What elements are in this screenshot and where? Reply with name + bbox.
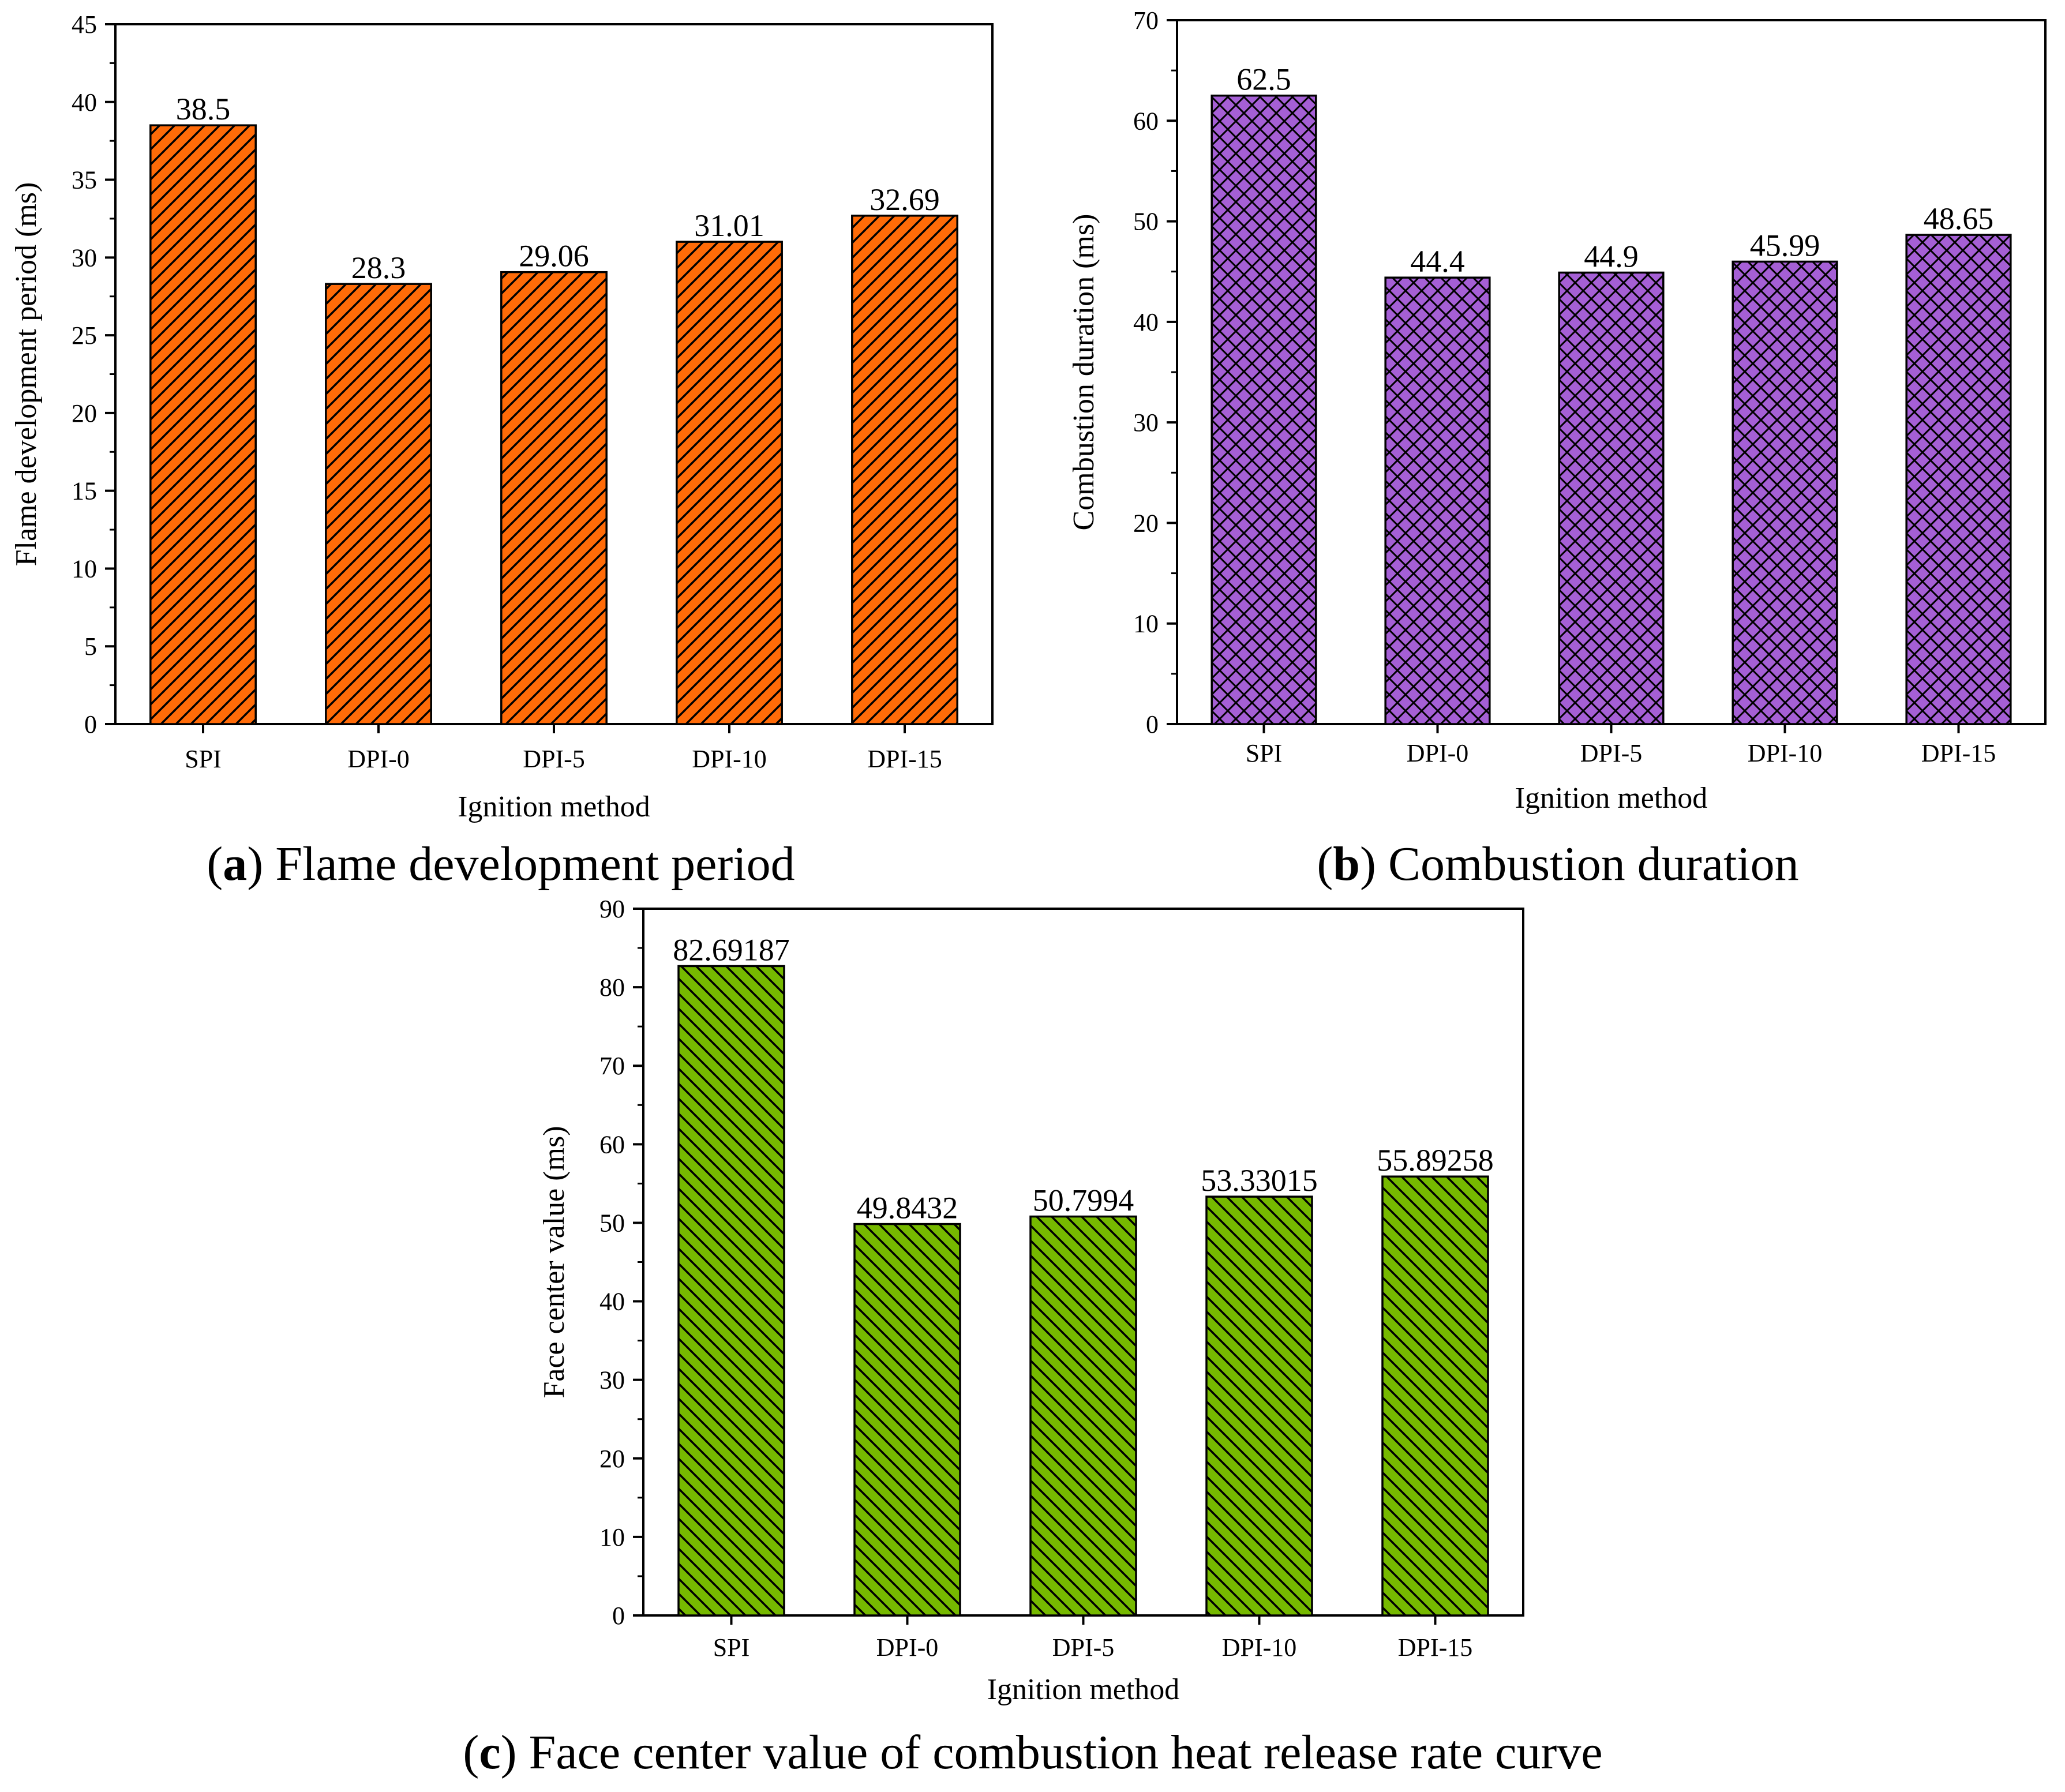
y-tick-label: 10 — [599, 1523, 625, 1551]
bar-spi — [677, 965, 785, 1617]
x-tick-label: DPI-0 — [347, 745, 410, 773]
panel-a-flame-development-period: 0 5 10 15 20 25 30 35 40 45 38.5 SPI 28.3 DPI-0 29.06 D… — [10, 10, 994, 891]
data-label: 53.33015 — [1201, 1163, 1318, 1198]
panel-caption: (c) Face center value of combustion heat… — [463, 1726, 1602, 1779]
caption-text: Flame development period — [263, 837, 794, 891]
data-label: 62.5 — [1236, 62, 1291, 97]
bar-dpi-0 — [1384, 276, 1491, 725]
bar-dpi-10 — [1205, 1195, 1313, 1617]
data-label: 28.3 — [351, 250, 406, 285]
data-label: 31.01 — [694, 208, 764, 243]
y-tick-label: 70 — [1133, 6, 1159, 35]
x-axis-title: Ignition method — [1515, 782, 1708, 815]
y-tick-label: 0 — [84, 710, 97, 738]
bar-dpi-15 — [851, 215, 958, 725]
x-axis-title: Ignition method — [458, 790, 650, 823]
data-label: 44.4 — [1410, 244, 1465, 279]
y-tick-label: 20 — [599, 1445, 625, 1473]
data-label: 48.65 — [1924, 201, 1994, 236]
caption-paren-close: ) — [501, 1726, 517, 1779]
bar-dpi-15 — [1381, 1175, 1489, 1617]
x-tick-label: DPI-5 — [523, 745, 585, 773]
caption-text: Combustion duration — [1376, 837, 1799, 891]
y-tick-label: 40 — [1133, 308, 1159, 336]
x-tick-label: DPI-0 — [1407, 739, 1469, 767]
data-label: 44.9 — [1584, 239, 1639, 273]
bar-dpi-10 — [1732, 260, 1838, 725]
data-label: 38.5 — [176, 92, 231, 126]
y-tick-label: 40 — [72, 88, 97, 117]
x-axis-title: Ignition method — [987, 1673, 1180, 1706]
y-tick-label: 25 — [72, 321, 97, 350]
x-tick-label: SPI — [713, 1633, 750, 1662]
bar-dpi-0 — [853, 1223, 961, 1617]
y-tick-label: 70 — [599, 1052, 625, 1080]
caption-text: Face center value of combustion heat rel… — [517, 1726, 1603, 1779]
y-tick-label: 50 — [1133, 208, 1159, 236]
y-axis-title: Flame development period (ms) — [10, 182, 43, 567]
data-label: 82.69187 — [673, 932, 790, 967]
y-tick-label: 30 — [72, 243, 97, 272]
data-label: 49.8432 — [857, 1191, 958, 1225]
bar-dpi-5 — [1558, 271, 1665, 725]
bar-dpi-0 — [325, 283, 432, 725]
bar-dpi-5 — [1029, 1215, 1137, 1617]
y-tick-label: 20 — [1133, 509, 1159, 537]
y-tick-label: 10 — [72, 554, 97, 583]
x-tick-label: DPI-10 — [1748, 739, 1823, 767]
y-tick-label: 10 — [1133, 610, 1159, 638]
x-tick-label: DPI-10 — [692, 745, 767, 773]
caption-paren-open: ( — [207, 837, 223, 891]
y-tick-label: 50 — [599, 1209, 625, 1237]
y-tick-label: 20 — [72, 399, 97, 428]
y-tick-label: 0 — [1146, 710, 1159, 738]
caption-paren-open: ( — [1317, 837, 1333, 891]
data-label: 32.69 — [870, 182, 940, 217]
x-tick-label: DPI-0 — [876, 1633, 939, 1662]
caption-paren-close: ) — [247, 837, 263, 891]
x-tick-label: DPI-15 — [1921, 739, 1996, 767]
y-tick-label: 0 — [612, 1602, 625, 1630]
y-tick-label: 40 — [599, 1288, 625, 1316]
y-tick-label: 60 — [1133, 107, 1159, 135]
y-tick-label: 90 — [599, 895, 625, 923]
x-tick-label: DPI-15 — [867, 745, 942, 773]
panel-c-face-center-value: 0 10 20 30 40 50 60 70 80 90 82.69187 SPI 49.8432 DPI… — [463, 895, 1602, 1779]
x-tick-label: DPI-10 — [1222, 1633, 1297, 1662]
data-label: 50.7994 — [1033, 1183, 1134, 1218]
bar-spi — [149, 124, 257, 725]
y-tick-label: 80 — [599, 973, 625, 1002]
bar-dpi-10 — [676, 241, 783, 725]
bar-spi — [1210, 94, 1317, 725]
bar-dpi-15 — [1905, 234, 2012, 725]
caption-letter: b — [1333, 837, 1360, 891]
data-label: 55.89258 — [1377, 1143, 1494, 1178]
y-axis-title: Combustion duration (ms) — [1067, 214, 1100, 531]
y-tick-label: 35 — [72, 166, 97, 194]
y-tick-label: 15 — [72, 477, 97, 505]
caption-letter: a — [223, 837, 247, 891]
x-tick-label: DPI-5 — [1580, 739, 1643, 767]
y-tick-label: 30 — [599, 1366, 625, 1394]
x-tick-label: SPI — [185, 745, 222, 773]
data-label: 29.06 — [519, 239, 589, 273]
y-tick-label: 60 — [599, 1130, 625, 1159]
data-label: 45.99 — [1750, 228, 1820, 263]
panel-b-combustion-duration: 0 10 20 30 40 50 60 70 62.5 SPI 44.4 DPI-0 44.9 DPI-5… — [1067, 6, 2047, 891]
caption-letter: c — [479, 1726, 500, 1779]
caption-paren-open: ( — [463, 1726, 479, 1779]
panel-caption: (b) Combustion duration — [1317, 837, 1798, 891]
y-tick-label: 5 — [84, 632, 97, 661]
y-axis-title: Face center value (ms) — [538, 1126, 571, 1398]
x-tick-label: DPI-5 — [1052, 1633, 1115, 1662]
bar-dpi-5 — [500, 271, 608, 725]
y-tick-label: 30 — [1133, 408, 1159, 437]
y-tick-label: 45 — [72, 10, 97, 39]
caption-paren-close: ) — [1360, 837, 1376, 891]
panel-caption: (a) Flame development period — [207, 837, 794, 891]
x-tick-label: SPI — [1246, 739, 1283, 767]
x-tick-label: DPI-15 — [1398, 1633, 1473, 1662]
